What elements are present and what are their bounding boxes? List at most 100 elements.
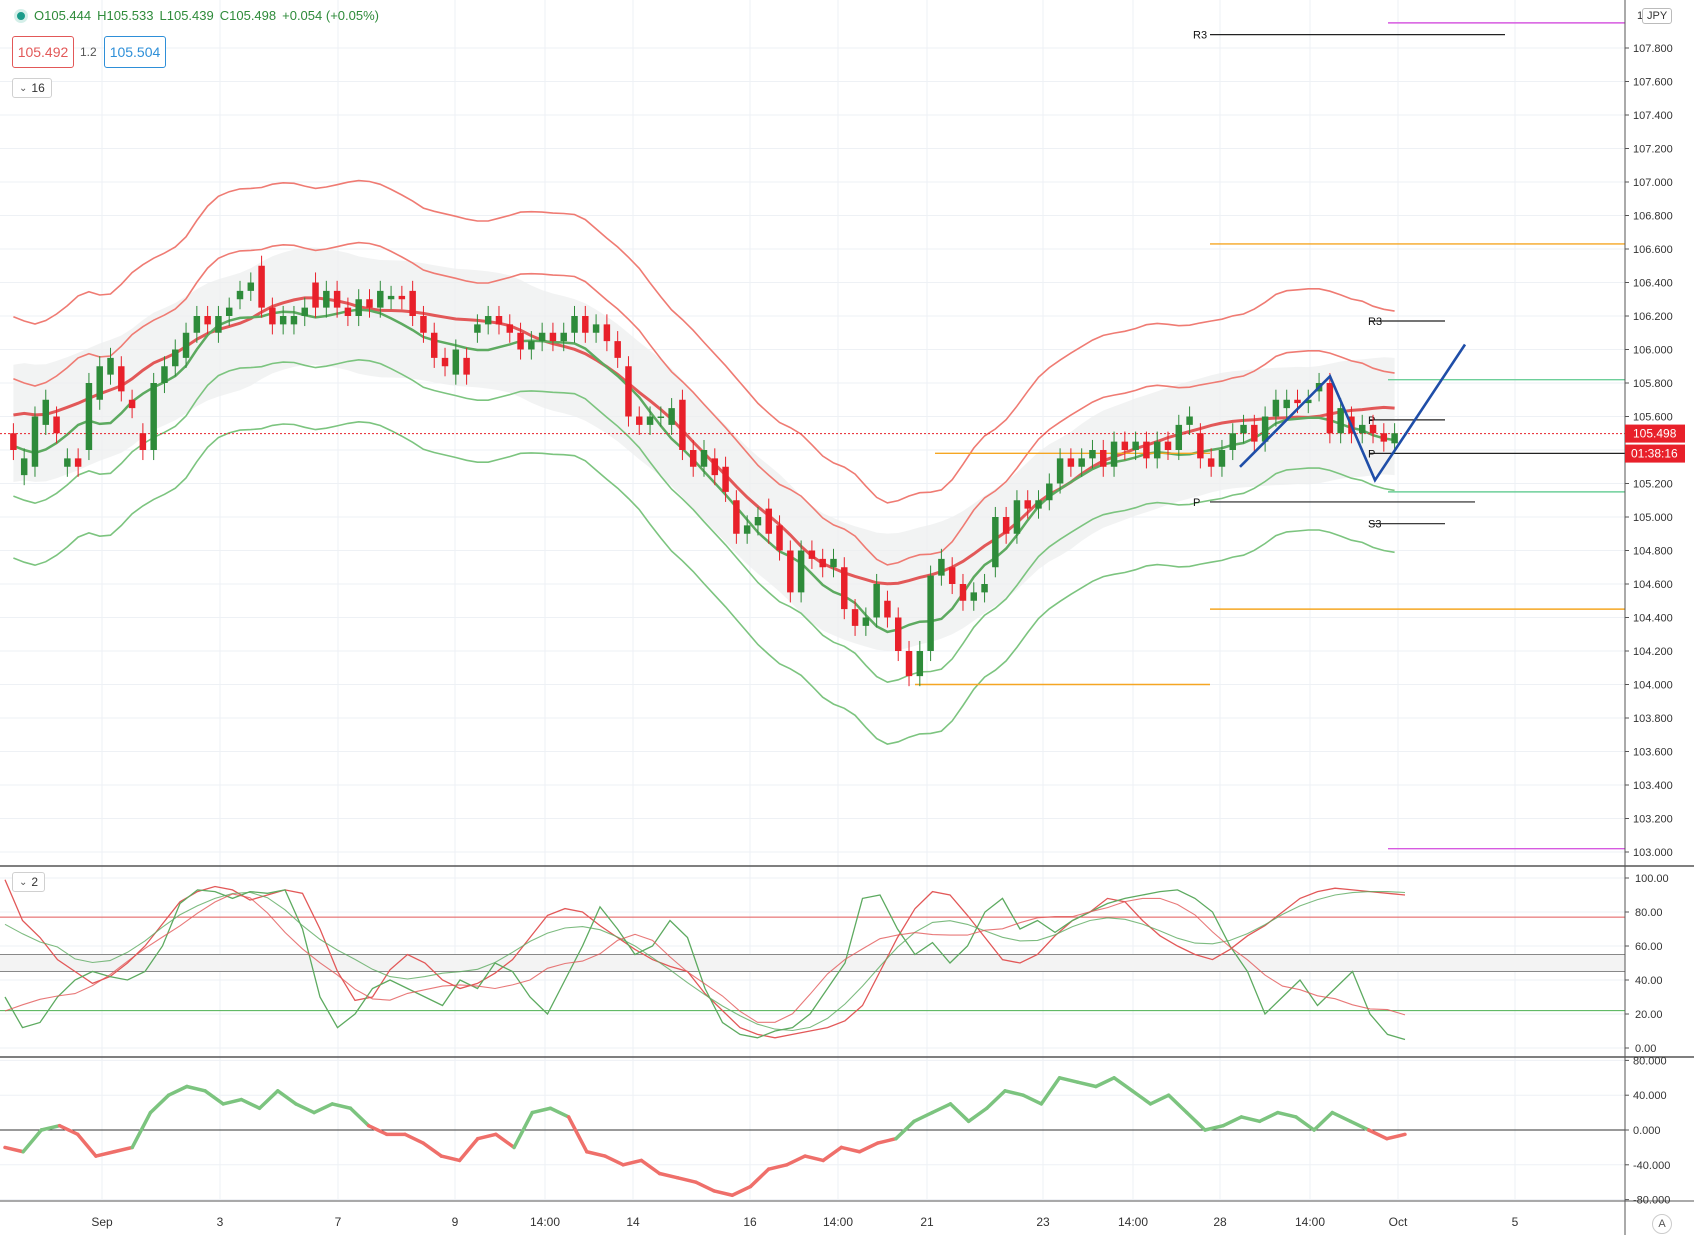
ohlc-legend: O105.444 H105.533 L105.439 C105.498 +0.0… — [14, 8, 379, 23]
osc-tick-label: 60.00 — [1635, 941, 1663, 953]
momentum-segment — [1294, 1115, 1316, 1132]
time-tick-label: 21 — [920, 1215, 934, 1229]
candle-body — [1240, 424, 1247, 434]
time-tick-label: 14:00 — [530, 1215, 560, 1229]
chevron-down-icon: ⌄ — [19, 876, 28, 888]
candle-body — [1078, 458, 1085, 467]
price-tick-label: 104.400 — [1633, 613, 1673, 625]
candle-body — [884, 600, 891, 618]
time-tick-label: 3 — [217, 1215, 224, 1229]
momentum-segment — [894, 1119, 916, 1141]
upper-band-outer — [13, 179, 1395, 504]
momentum-segment — [294, 1102, 316, 1115]
candle-body — [981, 584, 988, 593]
candle-body — [215, 316, 222, 333]
candle-body — [20, 458, 28, 476]
price-tick-label: 106.000 — [1633, 345, 1673, 357]
candle-body — [1089, 450, 1096, 459]
candle-body — [10, 433, 17, 450]
candle-body — [150, 383, 157, 450]
candle-body — [830, 558, 837, 568]
lower-band-inner — [13, 358, 1395, 684]
candle-body — [398, 295, 406, 300]
candle-body — [743, 525, 751, 534]
symbol-dot-icon[interactable] — [14, 8, 28, 23]
candle-body — [873, 584, 880, 618]
candle-body — [603, 324, 611, 342]
momentum-segment — [239, 1097, 262, 1110]
oscillator-toggle[interactable]: ⌄ 2 — [12, 872, 46, 892]
oscillator-count: 2 — [31, 875, 39, 889]
price-tick-label: 105.600 — [1633, 412, 1673, 424]
candle-body — [441, 357, 449, 367]
momentum-segment — [1130, 1089, 1153, 1106]
time-tick-label: 7 — [335, 1215, 342, 1229]
countdown-tag-label: 01:38:16 — [1631, 447, 1678, 461]
candle-body — [258, 265, 265, 308]
candle-body — [96, 366, 103, 400]
candle-body — [1100, 450, 1107, 467]
candle-body — [959, 584, 967, 601]
momentum-segment — [1330, 1110, 1353, 1124]
momentum-segment — [621, 1158, 644, 1167]
candle-body — [582, 316, 589, 333]
candle-body — [851, 609, 859, 626]
momentum-segment — [948, 1102, 971, 1124]
auto-scale-button[interactable]: A — [1652, 1214, 1672, 1234]
momentum-segment — [712, 1189, 735, 1197]
momentum-segment — [312, 1102, 335, 1115]
sell-button[interactable]: 105.492 — [12, 36, 74, 68]
osc-signal-line — [4, 893, 1406, 1023]
candle-body — [323, 290, 330, 308]
candle-body — [1024, 500, 1031, 509]
candle-body — [1175, 424, 1183, 450]
price-tick-label: 106.600 — [1633, 244, 1673, 256]
mom-tick-label: -80.000 — [1633, 1195, 1670, 1207]
price-tick-label: 103.600 — [1633, 747, 1673, 759]
momentum-segment — [185, 1084, 207, 1093]
momentum-segment — [366, 1123, 389, 1137]
close-value: C105.498 — [219, 8, 277, 23]
price-tick-label: 106.200 — [1633, 311, 1673, 323]
candle-body — [689, 450, 697, 467]
candle-body — [53, 416, 60, 434]
time-tick-label: Oct — [1389, 1215, 1408, 1229]
price-tick-label: 105.800 — [1633, 378, 1673, 390]
candle-body — [1251, 424, 1258, 442]
candle-body — [506, 324, 514, 333]
candle-body — [279, 316, 287, 325]
momentum-segment — [875, 1136, 898, 1145]
momentum-segment — [585, 1150, 607, 1158]
price-tick-label: 103.200 — [1633, 814, 1673, 826]
buy-button[interactable]: 105.504 — [104, 36, 166, 68]
momentum-segment — [203, 1089, 225, 1106]
indicators-toggle[interactable]: ⌄ 16 — [12, 78, 52, 98]
candle-body — [118, 366, 125, 392]
candle-body — [1035, 500, 1042, 509]
candle-body — [1013, 500, 1021, 534]
candle-body — [1358, 424, 1366, 434]
candle-body — [1326, 383, 1334, 434]
osc-signal-line — [4, 891, 1406, 1032]
momentum-segment — [803, 1154, 825, 1163]
currency-badge[interactable]: JPY — [1642, 8, 1673, 24]
momentum-segment — [966, 1106, 989, 1124]
momentum-segment — [1057, 1076, 1080, 1084]
momentum-segment — [1203, 1123, 1225, 1132]
candle-body — [636, 416, 643, 425]
candle-body — [225, 307, 233, 316]
candle-body — [1002, 517, 1010, 534]
momentum-segment — [3, 1145, 25, 1154]
candle-body — [42, 399, 50, 425]
candle-body — [528, 341, 535, 350]
candle-body — [733, 500, 740, 534]
candle-body — [1380, 433, 1388, 442]
time-tick-label: 9 — [452, 1215, 459, 1229]
momentum-segment — [548, 1106, 571, 1119]
momentum-segment — [530, 1106, 553, 1115]
momentum-segment — [566, 1115, 589, 1154]
price-tick-label: 104.200 — [1633, 646, 1673, 658]
price-tick-label: 107.400 — [1633, 110, 1673, 122]
